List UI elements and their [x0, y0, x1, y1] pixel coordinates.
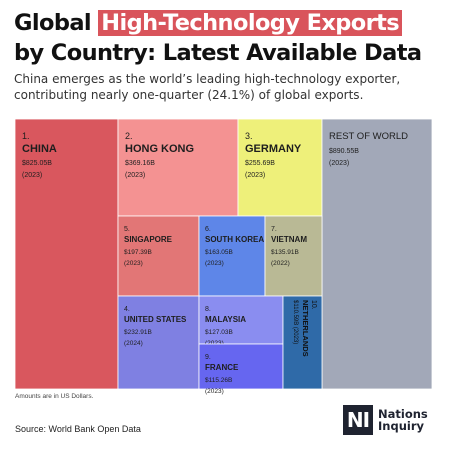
- chart-subtitle: China emerges as the world’s leading hig…: [14, 72, 401, 102]
- label-value-france: $115.26B: [205, 377, 232, 384]
- label-rank-united-states: 4.: [124, 306, 130, 313]
- label-year-singapore: (2023): [124, 260, 143, 267]
- chart-title: Global High-Technology Exports by Country…: [14, 8, 444, 68]
- treemap-cell-netherlands: [282, 295, 323, 390]
- label-year-hong-kong: (2023): [125, 172, 145, 179]
- label-name-united-states: UNITED STATES: [124, 315, 187, 324]
- label-name-vietnam: VIETNAM: [271, 235, 307, 244]
- treemap-cell-china: [14, 118, 119, 390]
- currency-footnote: Amounts are in US Dollars.: [15, 393, 94, 400]
- treemap-cell-south-korea: [198, 215, 266, 297]
- label-value-singapore: $197.39B: [124, 249, 152, 256]
- label-year-germany: (2023): [245, 172, 265, 179]
- label-value-south-korea: $163.05B: [205, 249, 233, 256]
- logo-mark: NI: [343, 405, 373, 435]
- label-year-france: (2023): [205, 388, 224, 395]
- label-rank-china: 1.: [22, 131, 30, 141]
- label-value-vietnam: $135.91B: [271, 249, 299, 256]
- label-year-vietnam: (2022): [271, 260, 290, 267]
- label-rank-vietnam: 7.: [271, 226, 277, 233]
- label-year-south-korea: (2023): [205, 260, 224, 267]
- label-value-germany: $255.69B: [245, 160, 275, 167]
- source-note: Source: World Bank Open Data: [15, 424, 141, 434]
- logo-line-2: Inquiry: [378, 419, 424, 433]
- label-name-singapore: SINGAPORE: [124, 235, 173, 244]
- logo-text: Nations Inquiry: [378, 406, 428, 433]
- label-rank-singapore: 5.: [124, 226, 130, 233]
- netherlands-label-group: 10.NETHERLANDS$110.59B (2023): [292, 300, 317, 357]
- label-name-rest-of-world: REST OF WORLD: [329, 131, 408, 142]
- logo-line-1: Nations: [378, 406, 428, 421]
- nations-inquiry-logo: NI Nations Inquiry: [343, 405, 428, 435]
- treemap-cell-rest-of-world: [321, 118, 433, 390]
- treemap-cell-germany: [237, 118, 323, 217]
- label-rank-hong-kong: 2.: [125, 131, 133, 141]
- label-rank-france: 9.: [205, 354, 211, 361]
- label-rank-malaysia: 8.: [205, 306, 211, 313]
- label-value-china: $825.05B: [22, 160, 52, 167]
- label-name-south-korea: SOUTH KOREA: [205, 235, 264, 244]
- label-value-malaysia: $127.03B: [205, 329, 233, 336]
- label-name-netherlands: NETHERLANDS: [301, 300, 310, 357]
- treemap-cell-vietnam: [264, 215, 323, 297]
- label-rank-germany: 3.: [245, 131, 253, 141]
- title-part-1: Global: [14, 10, 99, 36]
- label-rank-south-korea: 6.: [205, 226, 211, 233]
- treemap-cell-united-states: [117, 295, 200, 390]
- label-value-united-states: $232.91B: [124, 329, 152, 336]
- label-value-hong-kong: $369.16B: [125, 160, 155, 167]
- label-name-malaysia: MALAYSIA: [205, 315, 246, 324]
- label-name-hong-kong: HONG KONG: [125, 143, 194, 155]
- label-name-france: FRANCE: [205, 363, 239, 372]
- treemap-cell-hong-kong: [117, 118, 239, 217]
- label-value-netherlands: $110.59B (2023): [292, 300, 298, 344]
- title-part-2: by Country: Latest Available Data: [14, 40, 422, 66]
- label-year-rest-of-world: (2023): [329, 160, 349, 167]
- label-value-rest-of-world: $890.55B: [329, 148, 359, 155]
- treemap-cell-singapore: [117, 215, 200, 297]
- label-name-germany: GERMANY: [245, 143, 302, 155]
- label-year-united-states: (2024): [124, 340, 143, 347]
- label-rank-netherlands: 10.: [310, 300, 317, 310]
- title-highlight: High-Technology Exports: [98, 10, 403, 36]
- label-year-malaysia: (2023): [205, 340, 224, 347]
- label-name-china: CHINA: [22, 143, 57, 155]
- label-year-china: (2023): [22, 172, 42, 179]
